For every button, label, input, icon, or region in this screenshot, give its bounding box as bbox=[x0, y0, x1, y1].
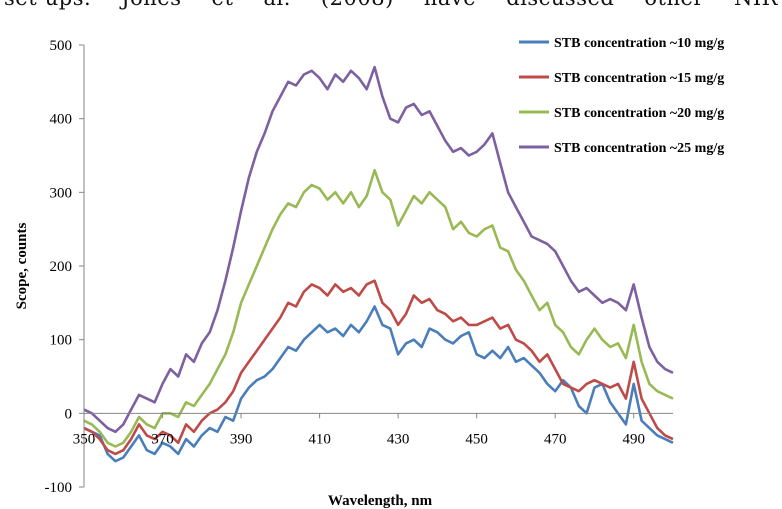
y-tick-label: 200 bbox=[50, 259, 73, 275]
y-tick-label: 0 bbox=[65, 406, 73, 422]
series-line-4 bbox=[83, 65, 674, 434]
axes: -100 0 100 200 300 400 500 350 370 390 410 430 450 47… bbox=[45, 38, 673, 496]
x-tick-label: 430 bbox=[387, 431, 410, 447]
x-tick-label: 450 bbox=[465, 431, 488, 447]
series-line-3 bbox=[83, 168, 674, 448]
x-tick-label: 350 bbox=[73, 431, 96, 447]
legend-label: STB concentration ~25 mg/g bbox=[554, 141, 724, 156]
y-tick-label: -100 bbox=[45, 480, 73, 496]
y-tick-label: 400 bbox=[50, 112, 73, 128]
legend-label: STB concentration ~20 mg/g bbox=[554, 106, 724, 121]
page-text-fragment: set-ups. Jones et al. (2008) have discus… bbox=[0, 0, 782, 14]
y-tick-label: 500 bbox=[50, 38, 73, 54]
legend-label: STB concentration ~10 mg/g bbox=[554, 36, 724, 51]
x-tick-label: 370 bbox=[151, 431, 174, 447]
x-tick-label: 470 bbox=[544, 431, 567, 447]
x-axis-title: Wavelength, nm bbox=[328, 493, 433, 509]
x-tick-label: 390 bbox=[230, 431, 253, 447]
y-axis-title: Scope, counts bbox=[14, 223, 30, 310]
y-tick-label: 300 bbox=[50, 185, 73, 201]
y-tick-label: 100 bbox=[50, 333, 73, 349]
series-line-1 bbox=[83, 305, 674, 463]
series-line-2 bbox=[83, 279, 674, 456]
x-tick-label: 410 bbox=[308, 431, 331, 447]
chart-legend: STB concentration ~10 mg/g STB concentrat… bbox=[519, 36, 724, 156]
legend-label: STB concentration ~15 mg/g bbox=[554, 71, 724, 86]
x-tick-label: 490 bbox=[622, 431, 645, 447]
plot-lines bbox=[83, 65, 674, 463]
